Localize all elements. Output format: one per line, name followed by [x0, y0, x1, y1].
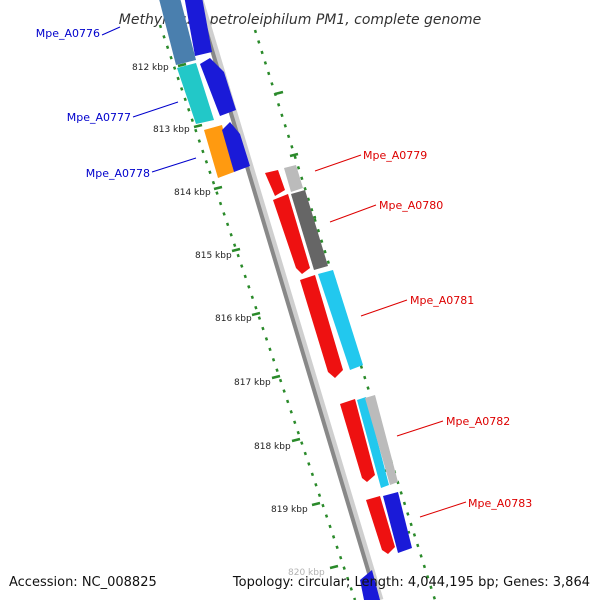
- tick-mark: [291, 437, 301, 443]
- callout-mpe-a0781: Mpe_A0781: [360, 294, 474, 317]
- tick-mark: [231, 247, 241, 253]
- tick-label: 813 kbp: [153, 125, 190, 135]
- accession-text: Accession: NC_008825: [9, 575, 157, 590]
- gene-label-mpe-a0782[interactable]: Mpe_A0782: [446, 415, 510, 428]
- callout-mpe-a0776: Mpe_A0776: [36, 26, 121, 40]
- gene-block-a0777-blue: [200, 58, 236, 116]
- right-gene-blocks: [265, 165, 412, 600]
- gene-block-a0779-red: [265, 170, 285, 196]
- gene-block-a0779-gray: [284, 165, 303, 192]
- left-gene-blocks: [159, 0, 250, 178]
- gene-block-a0778-blue: [222, 122, 250, 172]
- callout-line: [329, 204, 377, 223]
- tick-label: 819 kbp: [271, 505, 308, 515]
- gene-label-mpe-a0780[interactable]: Mpe_A0780: [379, 199, 443, 212]
- tick-mark: [311, 501, 321, 507]
- topology-text: Topology: circular; Length: 4,044,195 bp…: [232, 575, 590, 590]
- tick-820: 820 kbp: [288, 564, 339, 578]
- gene-block-a0781-cyan: [318, 270, 363, 370]
- gene-label-mpe-a0776[interactable]: Mpe_A0776: [36, 27, 100, 40]
- gene-label-mpe-a0777[interactable]: Mpe_A0777: [67, 111, 131, 124]
- gene-block-a0783-blue: [383, 492, 412, 553]
- gene-block-a0782-gray: [365, 395, 398, 485]
- tick-label: 816 kbp: [215, 314, 252, 324]
- callout-mpe-a0779: Mpe_A0779: [314, 149, 427, 172]
- callout-line: [151, 157, 197, 173]
- tick-mark: [177, 62, 187, 68]
- gene-block-a0777-cyan: [177, 63, 214, 124]
- tick-mark: [329, 564, 339, 570]
- callout-mpe-a0778: Mpe_A0778: [86, 157, 197, 180]
- tick-812: 812 kbp: [132, 62, 284, 96]
- gene-label-mpe-a0783[interactable]: Mpe_A0783: [468, 497, 532, 510]
- gene-label-mpe-a0781[interactable]: Mpe_A0781: [410, 294, 474, 307]
- callout-line: [132, 101, 179, 118]
- gene-block-a0780-red: [273, 194, 310, 274]
- gene-callouts: Mpe_A0776 Mpe_A0777 Mpe_A0778 Mpe_A0779 …: [36, 26, 532, 518]
- callout-mpe-a0783: Mpe_A0783: [419, 497, 532, 518]
- tick-label: 812 kbp: [132, 63, 169, 73]
- tick-mark: [213, 185, 223, 191]
- right-tick-mark: [289, 152, 299, 158]
- callout-line: [101, 26, 121, 36]
- gene-block-next-blue: [360, 570, 380, 600]
- tick-label: 814 kbp: [174, 188, 211, 198]
- left-dotted-line: [158, 24, 357, 600]
- gene-label-mpe-a0778[interactable]: Mpe_A0778: [86, 167, 150, 180]
- tick-mark: [193, 123, 203, 129]
- gene-label-mpe-a0779[interactable]: Mpe_A0779: [363, 149, 427, 162]
- tick-label: 817 kbp: [234, 378, 271, 388]
- callout-mpe-a0782: Mpe_A0782: [396, 415, 510, 437]
- tick-label: 818 kbp: [254, 442, 291, 452]
- callout-mpe-a0777: Mpe_A0777: [67, 101, 179, 124]
- gene-block-a0780-darkgray: [291, 190, 328, 270]
- gene-block-a0782-cyan: [357, 397, 389, 488]
- tick-label: 815 kbp: [195, 251, 232, 261]
- callout-line: [314, 154, 362, 172]
- tick-mark: [251, 311, 261, 317]
- gene-block-a0782-red: [340, 399, 375, 482]
- callout-mpe-a0780: Mpe_A0780: [329, 199, 443, 223]
- right-tick-mark: [274, 90, 284, 96]
- gene-block-a0778-orange: [204, 125, 234, 178]
- gene-block-a0776-blue: [184, 0, 212, 56]
- tick-813: 813 kbp: [153, 123, 299, 158]
- tick-mark: [271, 374, 281, 380]
- callout-line: [360, 299, 408, 317]
- callout-line: [396, 420, 444, 437]
- gene-block-a0776-steel: [159, 0, 196, 65]
- gene-block-a0783-red: [366, 496, 395, 554]
- callout-line: [419, 501, 467, 518]
- gene-block-a0781-red: [300, 275, 343, 378]
- tick-label: 820 kbp: [288, 568, 325, 578]
